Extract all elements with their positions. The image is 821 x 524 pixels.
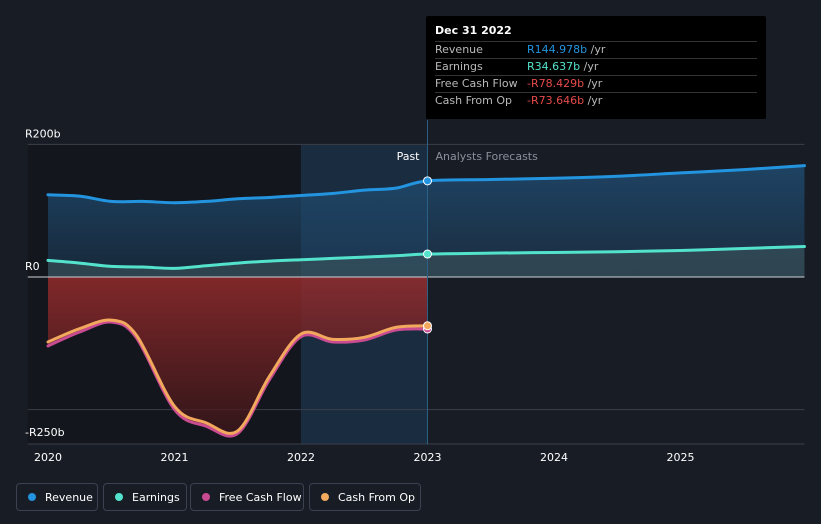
tooltip-value: -R73.646b — [527, 94, 585, 107]
line-revenue — [46, 164, 806, 205]
tooltip-unit: /yr — [584, 94, 603, 107]
tooltip: Dec 31 2022 Revenue R144.978b /yr Earnin… — [426, 16, 766, 119]
line-cash-from-op — [46, 318, 429, 435]
y-tick-label: R0 — [25, 260, 40, 273]
tooltip-date: Dec 31 2022 — [435, 24, 512, 37]
legend-dot-icon — [115, 493, 123, 501]
line-earnings — [46, 245, 806, 270]
tooltip-value: R144.978b — [527, 43, 588, 56]
tooltip-row-revenue: Revenue R144.978b /yr — [435, 41, 757, 59]
area-earnings — [48, 246, 805, 277]
legend-label: Cash From Op — [338, 490, 416, 504]
tooltip-label: Cash From Op — [435, 94, 513, 107]
x-tick-label: 2022 — [287, 451, 315, 464]
legend-item-cash-from-op[interactable]: Cash From Op — [309, 483, 421, 511]
past-label: Past — [397, 150, 421, 163]
legend-dot-icon — [28, 493, 36, 501]
point-revenue — [423, 176, 432, 186]
area-free-cash-flow — [48, 277, 428, 437]
legend-label: Revenue — [45, 490, 93, 504]
y-tick-label: -R250b — [25, 426, 65, 439]
x-tick-label: 2020 — [34, 451, 62, 464]
forecast-label: Analysts Forecasts — [436, 150, 539, 163]
legend-item-earnings[interactable]: Earnings — [103, 483, 187, 511]
y-tick-label: R200b — [25, 127, 61, 140]
x-tick-label: 2023 — [414, 451, 442, 464]
legend-dot-icon — [321, 493, 329, 501]
tooltip-unit: /yr — [580, 60, 599, 73]
tooltip-value: R34.637b — [527, 60, 581, 73]
tooltip-label: Free Cash Flow — [435, 77, 518, 90]
x-tick-label: 2021 — [161, 451, 189, 464]
tooltip-unit: /yr — [587, 43, 606, 56]
legend-dot-icon — [202, 493, 210, 501]
legend-item-free-cash-flow[interactable]: Free Cash Flow — [190, 483, 304, 511]
point-cash-from-op — [423, 321, 432, 331]
tooltip-label: Earnings — [435, 60, 483, 73]
tooltip-row-earnings: Earnings R34.637b /yr — [435, 58, 757, 76]
x-tick-label: 2024 — [540, 451, 568, 464]
tooltip-label: Revenue — [435, 43, 483, 56]
legend-item-revenue[interactable]: Revenue — [16, 483, 98, 511]
tooltip-unit: /yr — [584, 77, 603, 90]
area-revenue — [48, 165, 805, 277]
tooltip-row-free-cash-flow: Free Cash Flow -R78.429b /yr — [435, 75, 757, 93]
legend-label: Earnings — [132, 490, 180, 504]
legend-label: Free Cash Flow — [219, 490, 302, 504]
x-tick-label: 2025 — [667, 451, 695, 464]
tooltip-value: -R78.429b — [527, 77, 585, 90]
tooltip-row-cash-from-op: Cash From Op -R73.646b /yr — [435, 92, 757, 110]
line-free-cash-flow — [46, 320, 429, 438]
point-earnings — [423, 249, 432, 259]
